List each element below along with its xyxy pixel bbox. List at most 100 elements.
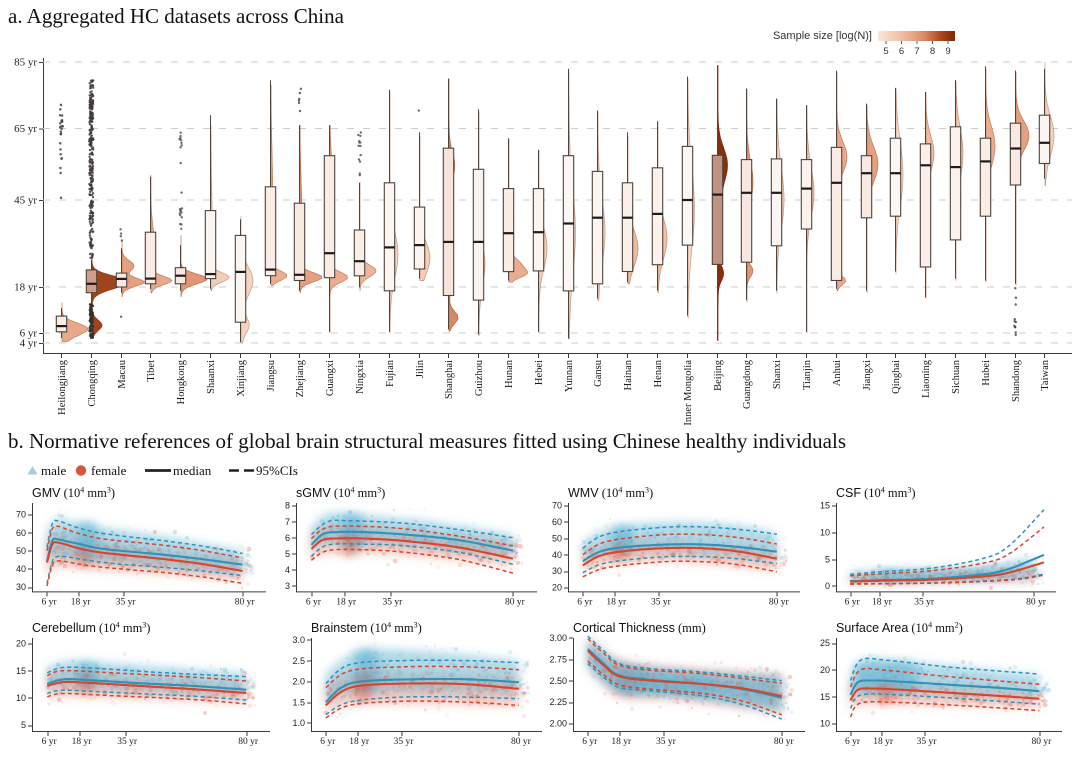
svg-text:Heilongjiang: Heilongjiang: [57, 359, 68, 415]
svg-text:Hainan: Hainan: [623, 359, 634, 390]
svg-text:3.0: 3.0: [292, 635, 305, 645]
svg-text:6 yr: 6 yr: [42, 737, 58, 747]
svg-text:80 yr: 80 yr: [774, 737, 795, 747]
svg-text:Hunan: Hunan: [504, 359, 515, 388]
svg-text:7: 7: [285, 517, 290, 527]
svg-text:3: 3: [285, 581, 290, 591]
svg-text:10: 10: [16, 693, 26, 703]
svg-text:Sample size [log(N)]: Sample size [log(N)]: [773, 30, 872, 42]
svg-text:18 yr: 18 yr: [349, 737, 370, 747]
svg-text:35 yr: 35 yr: [383, 597, 404, 607]
svg-text:45 yr: 45 yr: [14, 195, 37, 207]
svg-text:sGMV (104 mm3): sGMV (104 mm3): [296, 486, 385, 501]
svg-text:15: 15: [820, 692, 830, 702]
svg-text:Hongkong: Hongkong: [176, 359, 187, 404]
svg-text:Tibet: Tibet: [146, 360, 157, 382]
svg-text:18 yr: 18 yr: [72, 737, 93, 747]
svg-text:Shanxi: Shanxi: [772, 360, 783, 389]
svg-text:18 yr: 18 yr: [872, 597, 893, 607]
svg-text:35 yr: 35 yr: [656, 737, 677, 747]
svg-text:60: 60: [16, 528, 26, 538]
svg-text:50: 50: [552, 534, 562, 544]
svg-text:10: 10: [820, 719, 830, 729]
svg-text:5: 5: [883, 46, 888, 57]
svg-text:35 yr: 35 yr: [394, 737, 415, 747]
svg-text:35 yr: 35 yr: [917, 737, 938, 747]
svg-text:70: 70: [16, 510, 26, 520]
svg-text:Ningxia: Ningxia: [355, 360, 366, 394]
svg-text:WMV (104 mm3): WMV (104 mm3): [568, 486, 653, 501]
svg-text:80 yr: 80 yr: [1032, 737, 1053, 747]
svg-text:30: 30: [552, 566, 562, 576]
svg-text:80 yr: 80 yr: [235, 597, 256, 607]
svg-text:Beijing: Beijing: [713, 359, 724, 391]
svg-text:Jiangsu: Jiangsu: [266, 359, 277, 391]
svg-text:2.0: 2.0: [292, 677, 305, 687]
svg-text:10: 10: [820, 528, 830, 538]
svg-text:6 yr: 6 yr: [582, 737, 598, 747]
svg-text:6 yr: 6 yr: [41, 597, 57, 607]
svg-text:CSF (104 mm3): CSF (104 mm3): [836, 486, 916, 501]
svg-text:Brainstem (104 mm3): Brainstem (104 mm3): [311, 621, 422, 636]
svg-text:7: 7: [914, 46, 919, 57]
svg-text:5: 5: [825, 554, 830, 564]
svg-text:Jilin: Jilin: [415, 359, 426, 378]
svg-text:Hubei: Hubei: [981, 360, 992, 386]
svg-text:female: female: [91, 463, 127, 478]
svg-text:3.00: 3.00: [549, 633, 567, 643]
svg-text:15: 15: [820, 501, 830, 511]
svg-text:85 yr: 85 yr: [14, 57, 37, 69]
svg-text:Guangdong: Guangdong: [742, 359, 753, 409]
svg-text:2.25: 2.25: [549, 697, 567, 707]
svg-text:40: 40: [16, 564, 26, 574]
svg-text:median: median: [173, 463, 212, 478]
svg-text:80 yr: 80 yr: [511, 737, 532, 747]
svg-text:50: 50: [16, 546, 26, 556]
svg-text:30: 30: [16, 582, 26, 592]
svg-text:6 yr: 6 yr: [320, 737, 336, 747]
svg-text:18 yr: 18 yr: [336, 597, 357, 607]
svg-text:GMV (104 mm3): GMV (104 mm3): [32, 486, 115, 501]
svg-text:2.00: 2.00: [549, 719, 567, 729]
svg-text:6 yr: 6 yr: [306, 597, 322, 607]
svg-text:9: 9: [945, 46, 950, 57]
svg-text:35 yr: 35 yr: [651, 597, 672, 607]
svg-text:Surface Area (104 mm2): Surface Area (104 mm2): [836, 621, 963, 636]
svg-text:18 yr: 18 yr: [611, 737, 632, 747]
svg-text:Shandong: Shandong: [1011, 359, 1022, 402]
svg-text:Jiangxi: Jiangxi: [862, 360, 873, 390]
svg-text:2.75: 2.75: [549, 655, 567, 665]
svg-text:Cortical Thickness (mm): Cortical Thickness (mm): [573, 621, 706, 635]
svg-text:60: 60: [552, 517, 562, 527]
svg-text:18 yr: 18 yr: [873, 737, 894, 747]
svg-text:Qinghai: Qinghai: [891, 360, 902, 394]
svg-text:Inner Mongolia: Inner Mongolia: [683, 360, 694, 426]
svg-text:5: 5: [285, 549, 290, 559]
svg-text:35 yr: 35 yr: [117, 737, 138, 747]
svg-text:Guangxi: Guangxi: [325, 360, 336, 396]
svg-text:80 yr: 80 yr: [769, 597, 790, 607]
svg-text:4: 4: [285, 565, 290, 575]
svg-text:Shaanxi: Shaanxi: [206, 360, 217, 394]
svg-text:65 yr: 65 yr: [14, 123, 37, 135]
svg-text:5: 5: [21, 720, 26, 730]
svg-text:20: 20: [820, 665, 830, 675]
svg-text:Shanghai: Shanghai: [444, 360, 455, 399]
svg-text:35 yr: 35 yr: [914, 597, 935, 607]
svg-text:6: 6: [285, 533, 290, 543]
svg-text:6: 6: [899, 46, 904, 57]
svg-text:20: 20: [16, 639, 26, 649]
svg-text:Hebei: Hebei: [534, 360, 545, 385]
svg-text:Chongqing: Chongqing: [87, 359, 98, 406]
svg-text:4 yr: 4 yr: [20, 338, 38, 350]
svg-text:15: 15: [16, 666, 26, 676]
svg-text:Sichuan: Sichuan: [951, 359, 962, 394]
svg-text:20: 20: [552, 583, 562, 593]
svg-text:80 yr: 80 yr: [505, 597, 526, 607]
svg-text:70: 70: [552, 501, 562, 511]
svg-text:1.0: 1.0: [292, 718, 305, 728]
svg-text:25: 25: [820, 638, 830, 648]
svg-text:Yunnan: Yunnan: [564, 359, 575, 392]
svg-text:6 yr: 6 yr: [845, 737, 861, 747]
svg-text:male: male: [41, 463, 66, 478]
